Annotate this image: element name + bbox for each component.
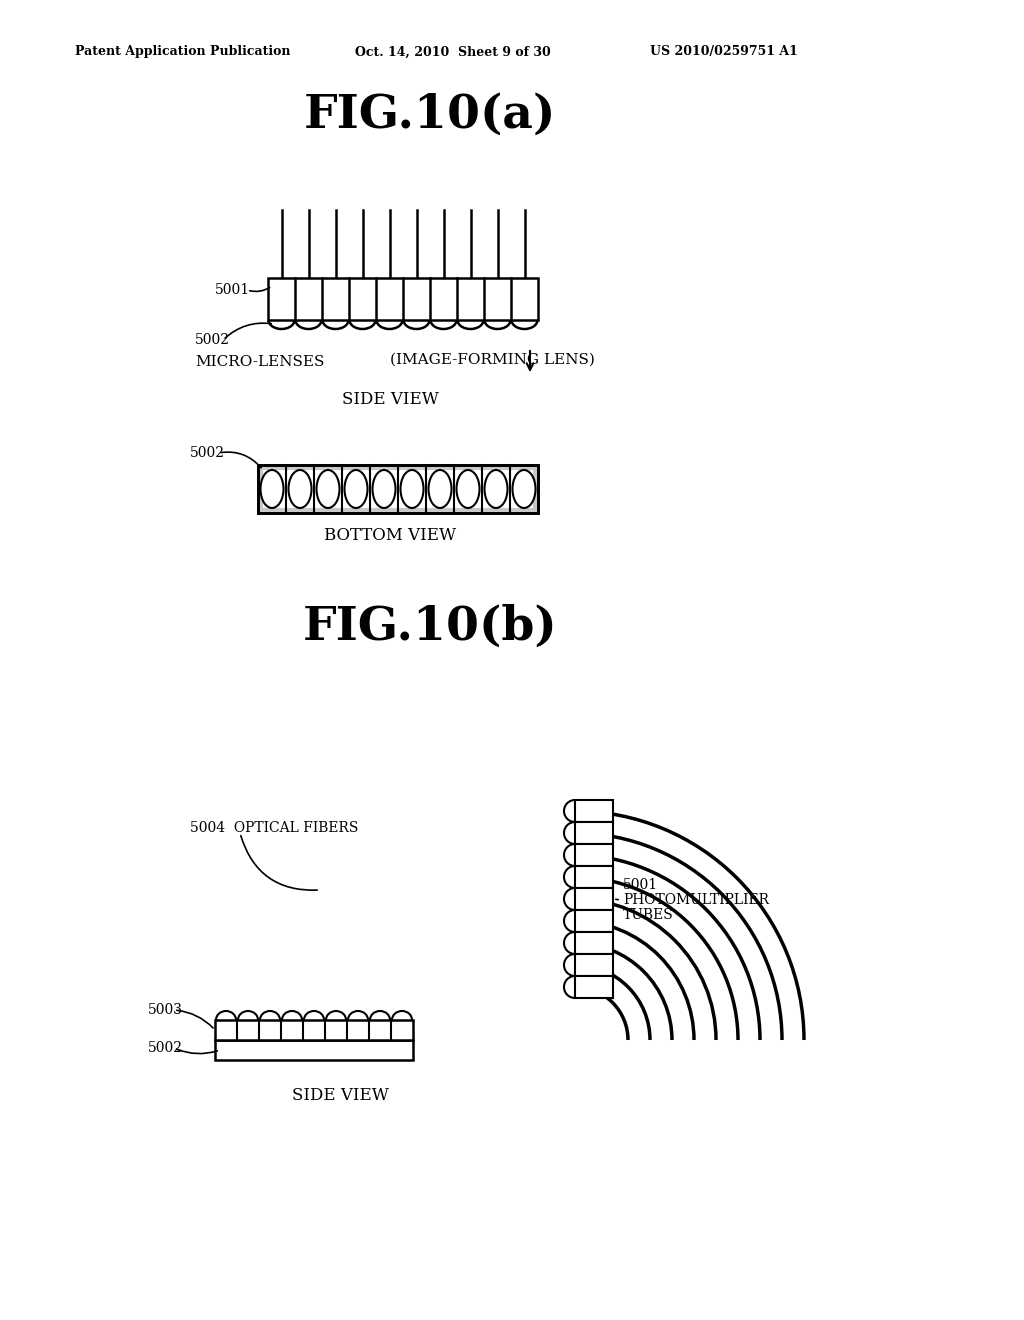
Bar: [575, 866, 613, 888]
Ellipse shape: [484, 470, 508, 508]
Bar: [215, 1020, 413, 1040]
Bar: [258, 465, 538, 513]
Text: Patent Application Publication: Patent Application Publication: [75, 45, 291, 58]
Bar: [575, 975, 613, 998]
Bar: [575, 954, 613, 975]
Text: Oct. 14, 2010  Sheet 9 of 30: Oct. 14, 2010 Sheet 9 of 30: [355, 45, 551, 58]
Text: BOTTOM VIEW: BOTTOM VIEW: [324, 527, 456, 544]
Ellipse shape: [289, 470, 311, 508]
Ellipse shape: [428, 470, 452, 508]
Ellipse shape: [457, 470, 479, 508]
Text: MICRO-LENSES: MICRO-LENSES: [195, 355, 325, 370]
Text: US 2010/0259751 A1: US 2010/0259751 A1: [650, 45, 798, 58]
Text: 5003: 5003: [148, 1003, 183, 1016]
Bar: [575, 843, 613, 866]
Text: FIG.10(a): FIG.10(a): [304, 92, 556, 139]
Text: 5002: 5002: [148, 1041, 183, 1055]
Bar: [575, 932, 613, 954]
Ellipse shape: [316, 470, 340, 508]
Ellipse shape: [260, 470, 284, 508]
Text: PHOTOMULTIPLIER: PHOTOMULTIPLIER: [623, 894, 769, 907]
Bar: [263, 470, 534, 508]
Text: 5001: 5001: [215, 282, 250, 297]
Bar: [215, 1040, 413, 1060]
Bar: [575, 909, 613, 932]
Bar: [575, 800, 613, 822]
Text: 5001: 5001: [623, 878, 658, 892]
Bar: [575, 888, 613, 909]
Text: (IMAGE-FORMING LENS): (IMAGE-FORMING LENS): [390, 352, 595, 367]
Text: 5002: 5002: [190, 446, 225, 459]
Bar: [268, 279, 538, 319]
Bar: [575, 822, 613, 843]
Ellipse shape: [373, 470, 395, 508]
Text: SIDE VIEW: SIDE VIEW: [292, 1086, 388, 1104]
Ellipse shape: [400, 470, 424, 508]
Text: TUBES: TUBES: [623, 908, 674, 921]
Text: SIDE VIEW: SIDE VIEW: [342, 392, 438, 408]
Ellipse shape: [344, 470, 368, 508]
Text: FIG.10(b): FIG.10(b): [303, 605, 557, 649]
Text: 5002: 5002: [195, 333, 230, 347]
Bar: [258, 465, 538, 513]
Ellipse shape: [512, 470, 536, 508]
Text: 5004  OPTICAL FIBERS: 5004 OPTICAL FIBERS: [190, 821, 358, 836]
